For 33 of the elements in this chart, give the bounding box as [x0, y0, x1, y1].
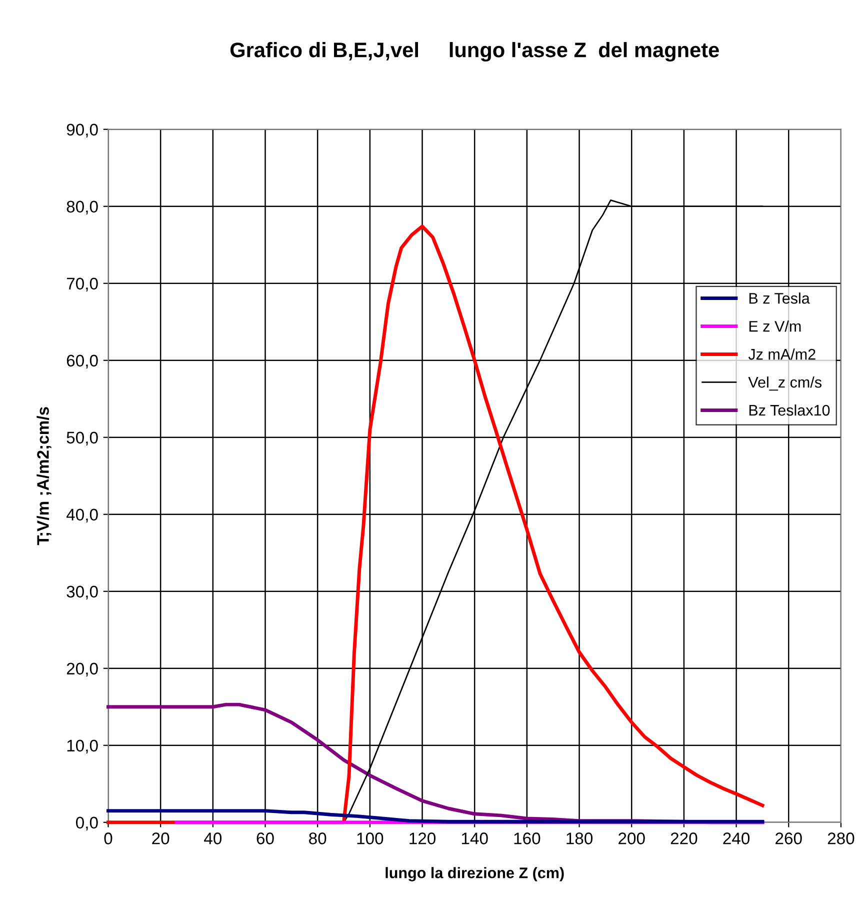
legend-label: Vel_z cm/s	[748, 376, 822, 391]
y-tick-label: 70,0	[66, 278, 98, 292]
legend-label: B z Tesla	[749, 292, 810, 304]
x-tick-label: 0	[104, 832, 112, 844]
y-axis-title: T;V/m ;A/m2;cm/s	[36, 407, 52, 546]
x-tick-label: 140	[462, 832, 488, 844]
x-tick-label: 160	[514, 832, 540, 844]
x-tick-label: 200	[618, 832, 645, 844]
legend-label: E z V/m	[749, 320, 801, 332]
y-tick-label: 30,0	[66, 586, 98, 600]
x-tick-label: 280	[828, 832, 854, 844]
legend-label: Jz mA/m2	[748, 348, 816, 360]
y-tick-label: 40,0	[66, 508, 98, 523]
y-tick-label: 80,0	[66, 200, 98, 215]
x-tick-label: 120	[410, 832, 436, 844]
y-tick-label: 60,0	[66, 354, 98, 369]
x-tick-label: 240	[723, 832, 750, 844]
y-tick-label: 50,0	[66, 432, 98, 446]
x-tick-label: 40	[204, 832, 222, 844]
chart-title: Grafico di B,E,J,vel lungo l'asse Z del magnete	[230, 42, 719, 62]
x-tick-label: 80	[309, 832, 326, 844]
y-tick-label: 0,0	[76, 816, 98, 831]
x-tick-label: 20	[152, 832, 170, 844]
y-tick-label: 20,0	[66, 662, 98, 677]
x-tick-label: 180	[566, 832, 593, 844]
y-tick-label: 10,0	[67, 740, 98, 754]
y-tick-label: 90,0	[66, 124, 98, 138]
x-axis-title: lungo la direzione Z (cm)	[386, 867, 564, 882]
x-tick-label: 60	[256, 832, 274, 844]
x-tick-label: 260	[776, 832, 802, 844]
legend-label: Bz Teslax10	[749, 404, 830, 416]
x-tick-label: 220	[670, 832, 698, 844]
x-tick-label: 100	[357, 832, 384, 844]
